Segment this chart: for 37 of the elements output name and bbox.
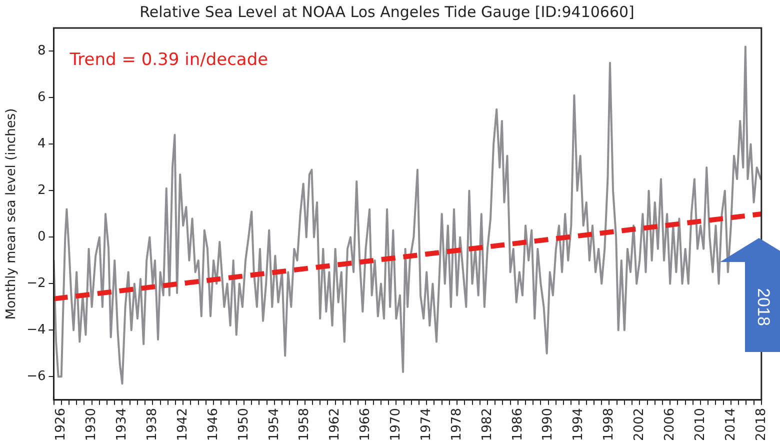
x-tick-label: 1982 [480, 408, 495, 442]
chart-title: Relative Sea Level at NOAA Los Angeles Tide Gauge [ID:9410660] [140, 2, 634, 21]
y-tick-label: 0 [37, 230, 46, 245]
y-axis-title: Monthly mean sea level (inches) [4, 108, 20, 320]
x-tick-label: 1970 [388, 408, 404, 442]
x-tick-label: 1930 [84, 408, 100, 442]
x-tick-label: 1938 [145, 408, 160, 442]
x-tick-label: 1990 [540, 408, 556, 442]
x-tick-label: 2010 [692, 408, 708, 442]
x-tick-label: 2006 [662, 408, 678, 442]
x-tick-label: 1986 [510, 408, 526, 442]
x-tick-label: 1926 [54, 408, 69, 442]
x-tick-label: 1998 [602, 408, 617, 442]
x-tick-label: 1942 [175, 408, 190, 442]
x-tick-label: 1962 [328, 408, 343, 442]
x-tick-label: 1974 [418, 408, 434, 442]
arrow: 2018 [718, 238, 780, 352]
annotation: 2018 [752, 288, 773, 326]
x-tick-label: 2018 [754, 408, 769, 442]
y-tick-label: 4 [37, 136, 46, 152]
x-tick-label: 1934 [114, 408, 130, 442]
x-tick-label: 1978 [449, 408, 464, 442]
y-tick-label: 8 [37, 44, 46, 59]
y-tick-label: 2 [37, 183, 46, 198]
x-tick-label: 2014 [723, 408, 738, 442]
x-tick-label: 1954 [266, 408, 282, 442]
y-tick-label: −6 [26, 369, 46, 384]
x-tick-label: 1958 [297, 408, 312, 442]
annotation: Trend = 0.39 in/decade [68, 50, 268, 70]
y-tick-label: −4 [26, 322, 46, 338]
x-tick-label: 1946 [206, 408, 221, 442]
x-tick-label: 1950 [236, 408, 252, 442]
x-tick-label: 2002 [632, 408, 648, 442]
x-tick-label: 1966 [358, 408, 374, 442]
x-tick-label: 1994 [571, 408, 586, 442]
y-tick-label: 6 [37, 90, 46, 106]
y-tick-label: −2 [26, 276, 46, 292]
